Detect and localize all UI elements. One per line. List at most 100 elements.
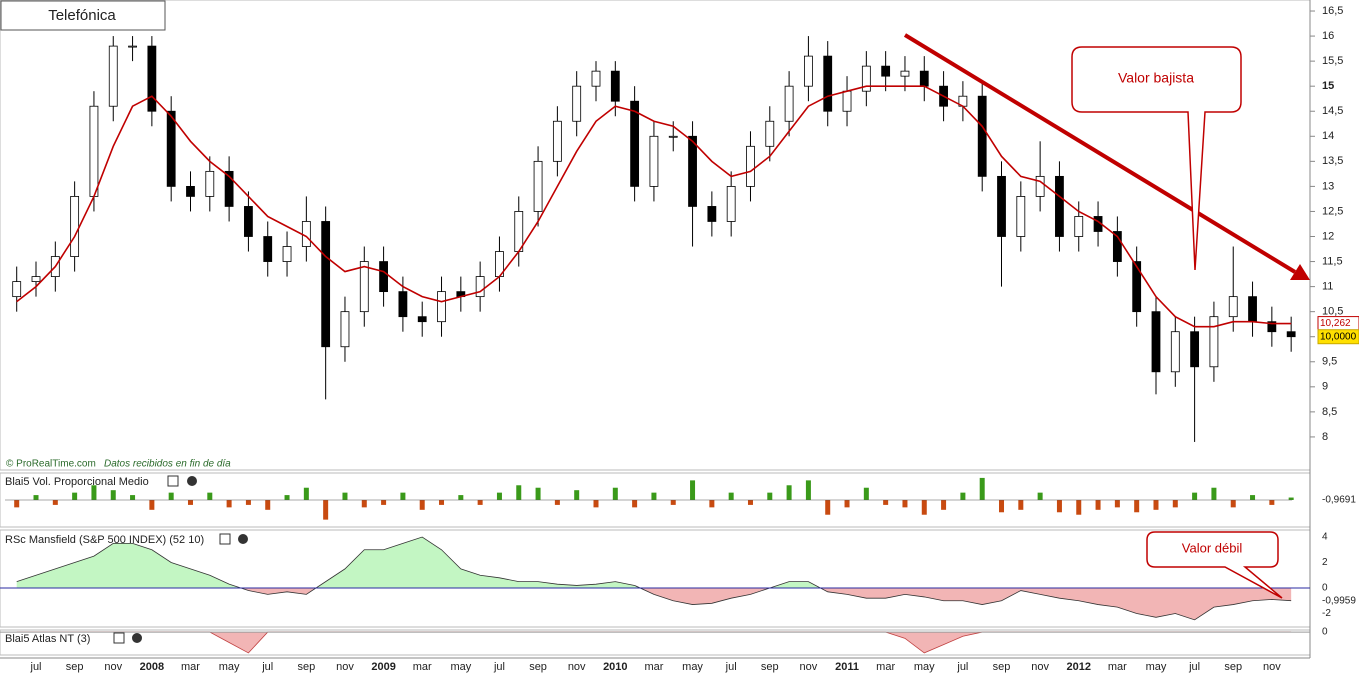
indicator-bar bbox=[1076, 500, 1082, 515]
indicator-bar bbox=[1134, 500, 1140, 513]
indicator-bar bbox=[670, 500, 676, 505]
candle-body bbox=[1035, 175, 1045, 197]
x-tick-label: 2011 bbox=[835, 661, 859, 673]
candle-body bbox=[649, 135, 659, 187]
indicator-bar bbox=[612, 487, 618, 500]
x-tick-label: jul bbox=[261, 661, 273, 673]
candle-body bbox=[263, 236, 273, 262]
indicator-bar bbox=[747, 500, 753, 505]
indicator-bar bbox=[458, 495, 464, 500]
candle-body bbox=[1190, 331, 1200, 368]
indicator-title: RSc Mansfield (S&P 500 INDEX) (52 10) bbox=[5, 534, 204, 546]
indicator-bar bbox=[52, 500, 58, 505]
x-tick-label: mar bbox=[876, 661, 895, 673]
indicator-line bbox=[16, 536, 1292, 621]
moving-average bbox=[16, 85, 1292, 328]
indicator-bar bbox=[1172, 500, 1178, 508]
indicator-bar bbox=[496, 492, 502, 500]
indicator-bar bbox=[1114, 500, 1120, 508]
indicator-bar bbox=[921, 500, 927, 515]
candle-body bbox=[417, 316, 427, 323]
x-tick-label: may bbox=[1146, 661, 1167, 673]
y-tick-label: 12 bbox=[1322, 230, 1334, 242]
chart-title: Telefónica bbox=[48, 7, 116, 24]
indicator-bar bbox=[960, 492, 966, 500]
y-tick-label: 11,5 bbox=[1322, 255, 1343, 267]
last-value-box bbox=[1317, 329, 1359, 345]
indicator-bar bbox=[303, 487, 309, 500]
candle-body bbox=[437, 291, 446, 323]
y-tick-label: 13,5 bbox=[1322, 155, 1343, 167]
indicator-bar bbox=[187, 500, 193, 505]
y-tick-label: 10,5 bbox=[1322, 306, 1343, 318]
indicator-bar bbox=[883, 500, 889, 505]
candle-body bbox=[244, 206, 253, 237]
x-tick-label: mar bbox=[413, 661, 432, 673]
candle-body bbox=[861, 65, 871, 92]
candle-body bbox=[475, 276, 485, 298]
indicator-bar bbox=[1192, 492, 1198, 500]
indicator-bar bbox=[168, 492, 174, 500]
candle-body bbox=[977, 95, 987, 177]
indicator-bar bbox=[323, 500, 329, 520]
source: © ProRealTime.com bbox=[6, 459, 96, 470]
candle-body bbox=[688, 135, 697, 207]
y-tick-label: 11 bbox=[1322, 281, 1333, 293]
y-tick-label: 12,5 bbox=[1322, 205, 1343, 217]
indicator-bar bbox=[516, 485, 522, 500]
indicator-bar bbox=[1230, 500, 1236, 508]
indicator-icons bbox=[167, 475, 197, 487]
candle-body bbox=[591, 70, 601, 87]
candle-body bbox=[1286, 331, 1296, 338]
candle-body bbox=[726, 185, 736, 222]
indicator-bar bbox=[593, 500, 599, 508]
y-tick-label: 16,5 bbox=[1322, 5, 1343, 17]
candle-body bbox=[70, 196, 80, 257]
trend-arrow-head bbox=[1290, 264, 1310, 280]
candle-body bbox=[301, 221, 311, 247]
candle-body bbox=[572, 85, 582, 122]
candle-body bbox=[1151, 311, 1161, 373]
x-tick-label: mar bbox=[1108, 661, 1127, 673]
candle-body bbox=[784, 85, 794, 122]
indicator-bar bbox=[999, 500, 1005, 513]
candle-body bbox=[359, 261, 369, 313]
callout-text: Valor bajista bbox=[1118, 70, 1194, 86]
candle-body bbox=[1170, 331, 1180, 373]
indicator-bar bbox=[361, 500, 367, 508]
x-tick-label: 2010 bbox=[603, 661, 627, 673]
candle-body bbox=[31, 276, 41, 282]
last-value-label: 10,0000 bbox=[1320, 331, 1357, 342]
candle-body bbox=[147, 45, 157, 112]
candle-body bbox=[842, 90, 852, 112]
indicator-bar bbox=[439, 500, 445, 505]
y-tick-label: 0 bbox=[1322, 627, 1328, 638]
indicator-bar bbox=[1211, 487, 1217, 500]
x-tick-label: may bbox=[914, 661, 935, 673]
candle-body bbox=[1074, 216, 1084, 237]
x-tick-label: nov bbox=[568, 661, 586, 673]
candle-body bbox=[707, 206, 717, 222]
candle-body bbox=[630, 100, 640, 187]
indicator-bar bbox=[400, 492, 406, 500]
candle-body bbox=[166, 110, 176, 187]
candle-body bbox=[823, 55, 833, 112]
y-tick-label: 13 bbox=[1322, 180, 1334, 192]
candle-body bbox=[321, 221, 331, 348]
indicator-bar bbox=[728, 492, 734, 500]
candle-body bbox=[1132, 261, 1142, 313]
y-tick-label: 4 bbox=[1322, 532, 1328, 543]
source-note: Datos recibidos en fin de día bbox=[104, 459, 231, 470]
title-box bbox=[0, 0, 166, 31]
candle-body bbox=[1209, 316, 1219, 368]
y-tick-label: 14 bbox=[1322, 130, 1334, 142]
indicator-bar bbox=[902, 500, 908, 508]
indicator-bar bbox=[149, 500, 155, 510]
x-tick-label: may bbox=[682, 661, 703, 673]
last-value-label: -0,9959 bbox=[1322, 595, 1356, 606]
x-tick-label: nov bbox=[336, 661, 354, 673]
y-tick-label: 9,5 bbox=[1322, 356, 1337, 368]
indicator-bar bbox=[651, 492, 657, 500]
candle-body bbox=[900, 70, 910, 77]
candle-body bbox=[1055, 175, 1064, 237]
